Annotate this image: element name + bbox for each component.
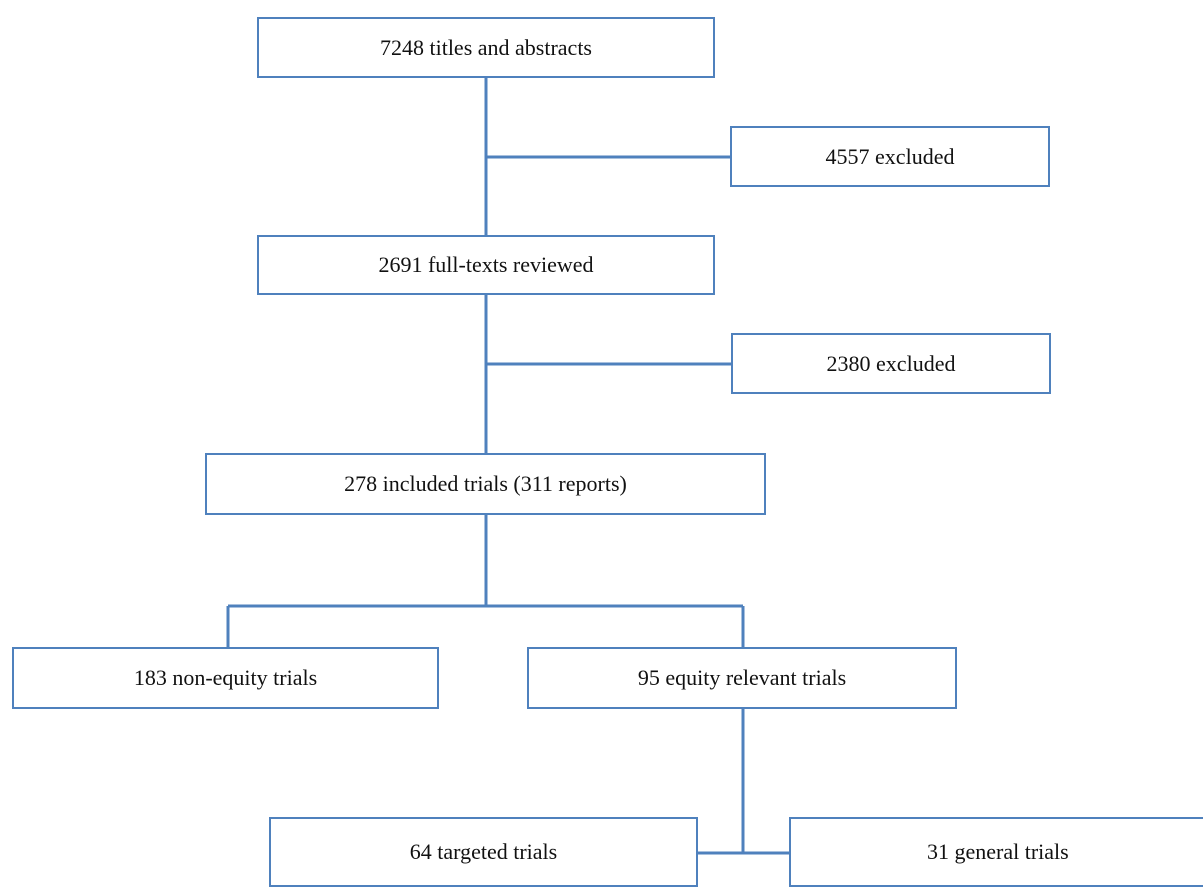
box-included-trials: 278 included trials (311 reports) (205, 453, 766, 515)
box-non-equity-trials: 183 non-equity trials (12, 647, 439, 709)
box-fulltexts-reviewed: 2691 full-texts reviewed (257, 235, 715, 295)
box-equity-relevant-trials-label: 95 equity relevant trials (637, 665, 847, 690)
box-excluded-first: 4557 excluded (730, 126, 1050, 187)
box-excluded-second: 2380 excluded (731, 333, 1051, 394)
box-equity-relevant-trials: 95 equity relevant trials (527, 647, 957, 709)
box-titles-abstracts: 7248 titles and abstracts (257, 17, 715, 78)
box-general-trials: 31 general trials (789, 817, 1203, 887)
box-titles-abstracts-label: 7248 titles and abstracts (379, 34, 592, 60)
box-excluded-second-label: 2380 excluded (826, 350, 956, 376)
box-non-equity-trials-label: 183 non-equity trials (133, 665, 318, 690)
box-fulltexts-reviewed-label: 2691 full-texts reviewed (378, 252, 594, 277)
box-included-trials-label: 278 included trials (311 reports) (344, 471, 627, 496)
box-general-trials-label: 31 general trials (927, 839, 1069, 864)
box-targeted-trials: 64 targeted trials (269, 817, 698, 887)
box-excluded-first-label: 4557 excluded (825, 143, 955, 169)
box-targeted-trials-label: 64 targeted trials (409, 839, 558, 864)
